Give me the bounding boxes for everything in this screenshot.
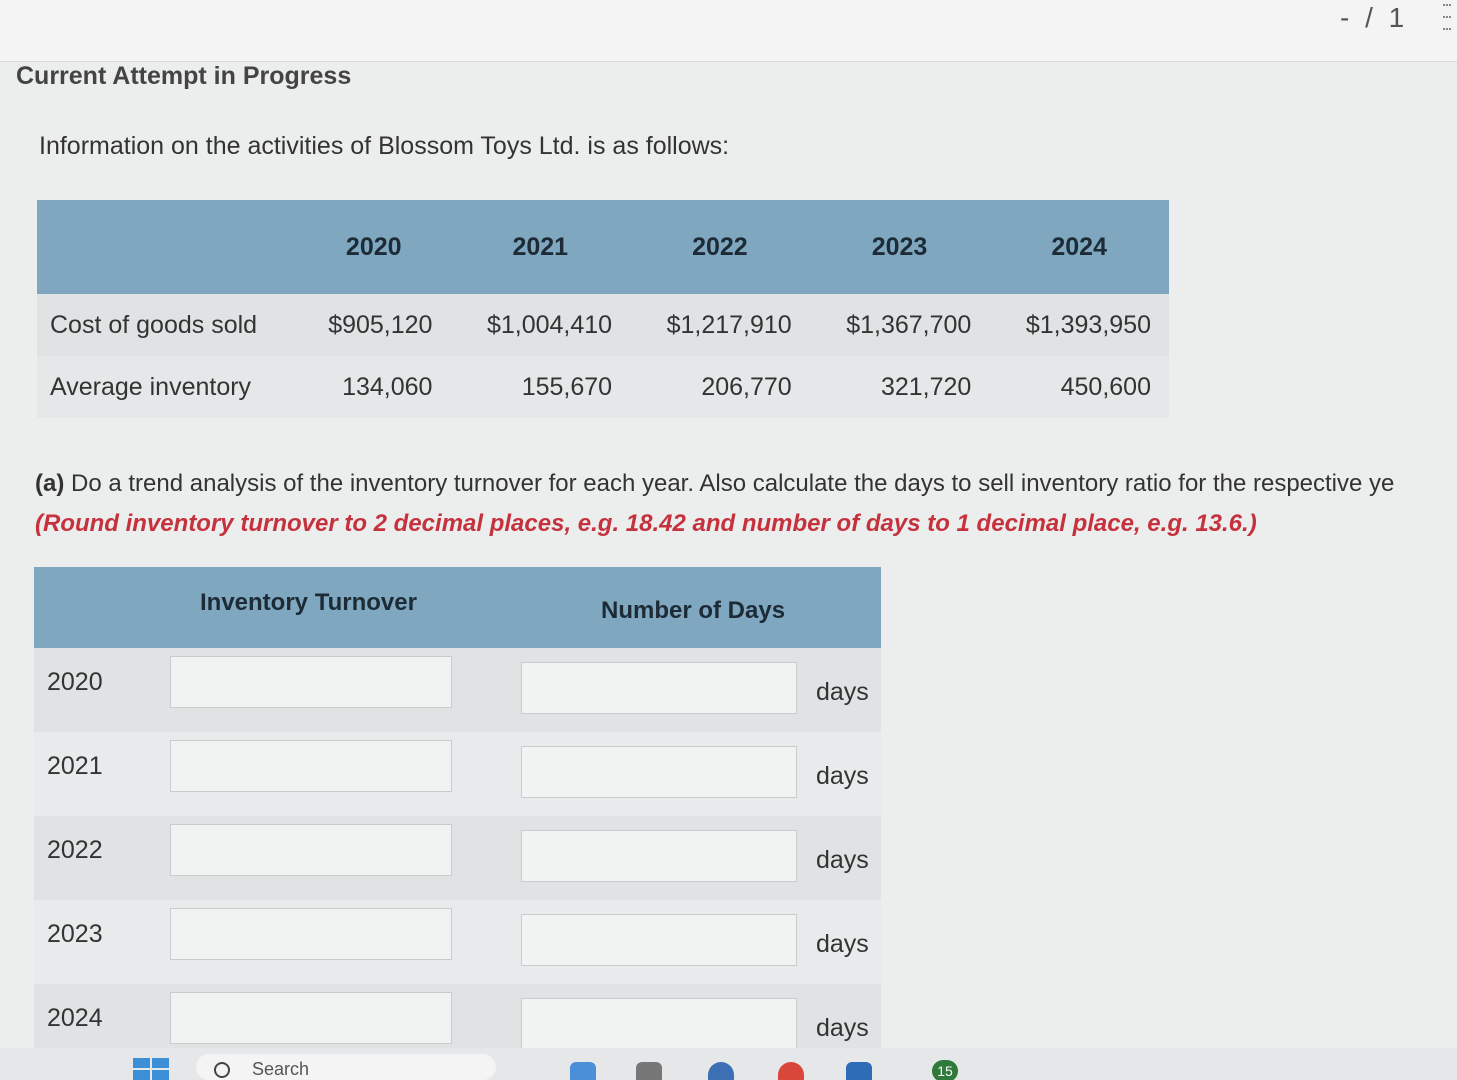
year-header: 2022: [630, 200, 810, 294]
days-unit: days: [816, 846, 869, 874]
answer-row: 2020 days: [34, 648, 881, 732]
days-unit: days: [816, 678, 869, 706]
row-label: Average inventory: [37, 356, 297, 418]
days-input[interactable]: [521, 662, 797, 714]
year-header: 2021: [450, 200, 631, 294]
answer-row: 2023 days: [34, 900, 881, 984]
question-text: (a) Do a trend analysis of the inventory…: [35, 462, 1457, 546]
table-cell: $1,393,950: [989, 294, 1169, 356]
table-row: Average inventory 134,060 155,670 206,77…: [37, 356, 1169, 418]
table-cell: $1,217,910: [630, 294, 810, 356]
answer-row: 2022 days: [34, 816, 881, 900]
taskbar-app-icon[interactable]: [570, 1062, 596, 1080]
notification-badge[interactable]: 15: [932, 1060, 958, 1080]
search-icon: [214, 1062, 230, 1078]
list-numbers-icon[interactable]: [1443, 4, 1453, 32]
col-header-turnover: Inventory Turnover: [200, 589, 417, 616]
info-table: 2020 2021 2022 2023 2024 Cost of goods s…: [37, 200, 1169, 418]
header-blank: [37, 200, 297, 294]
windows-icon[interactable]: [133, 1058, 169, 1080]
table-cell: $1,004,410: [450, 294, 631, 356]
top-bar: - / 1: [0, 0, 1457, 62]
rounding-instructions: (Round inventory turnover to 2 decimal p…: [35, 510, 1257, 537]
days-input[interactable]: [521, 830, 797, 882]
question-part-label: (a): [35, 470, 65, 497]
table-cell: 155,670: [450, 356, 631, 418]
days-input[interactable]: [521, 746, 797, 798]
taskbar: Search 15: [0, 1048, 1457, 1080]
score-indicator: - / 1: [1340, 2, 1409, 33]
turnover-input[interactable]: [170, 656, 452, 708]
taskbar-search[interactable]: Search: [196, 1054, 496, 1080]
days-unit: days: [816, 762, 869, 790]
table-cell: $1,367,700: [809, 294, 990, 356]
intro-text: Information on the activities of Blossom…: [39, 132, 730, 160]
year-header: 2024: [989, 200, 1169, 294]
taskbar-app-icon[interactable]: [778, 1062, 804, 1080]
days-unit: days: [816, 930, 869, 958]
turnover-input[interactable]: [170, 992, 452, 1044]
answer-row: 2021 days: [34, 732, 881, 816]
year-header: 2020: [297, 200, 451, 294]
table-cell: 206,770: [630, 356, 810, 418]
row-year: 2023: [47, 920, 103, 948]
turnover-input[interactable]: [170, 824, 452, 876]
row-label: Cost of goods sold: [37, 294, 297, 356]
days-input[interactable]: [521, 998, 797, 1050]
table-cell: 450,600: [989, 356, 1169, 418]
taskbar-app-icon[interactable]: [636, 1062, 662, 1080]
taskbar-app-icon[interactable]: [846, 1062, 872, 1080]
table-cell: 134,060: [297, 356, 451, 418]
days-unit: days: [816, 1014, 869, 1042]
turnover-input[interactable]: [170, 740, 452, 792]
row-year: 2020: [47, 668, 103, 696]
attempt-title: Current Attempt in Progress: [16, 62, 352, 90]
info-table-header: 2020 2021 2022 2023 2024: [37, 200, 1169, 294]
search-placeholder: Search: [252, 1059, 310, 1079]
answer-table-header: Inventory Turnover Number of Days: [34, 567, 881, 648]
year-header: 2023: [809, 200, 990, 294]
answer-table: Inventory Turnover Number of Days 2020 d…: [34, 567, 881, 1068]
question-body: Do a trend analysis of the inventory tur…: [71, 470, 1395, 497]
row-year: 2024: [47, 1004, 103, 1032]
table-cell: $905,120: [297, 294, 451, 356]
row-year: 2021: [47, 752, 103, 780]
turnover-input[interactable]: [170, 908, 452, 960]
row-year: 2022: [47, 836, 103, 864]
days-input[interactable]: [521, 914, 797, 966]
col-header-days: Number of Days: [601, 597, 786, 624]
table-row: Cost of goods sold $905,120 $1,004,410 $…: [37, 294, 1169, 356]
table-cell: 321,720: [809, 356, 990, 418]
taskbar-app-icon[interactable]: [708, 1062, 734, 1080]
answer-row: 2024 days: [34, 984, 881, 1068]
